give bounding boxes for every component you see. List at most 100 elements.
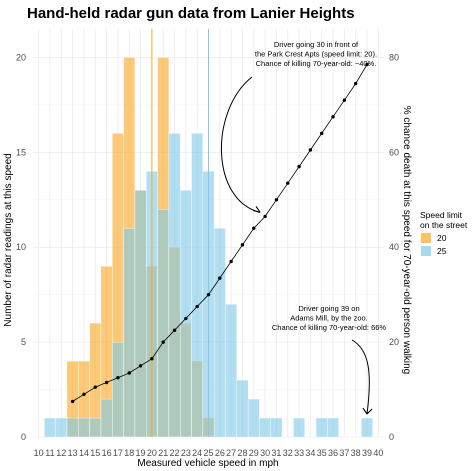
histogram-bar (123, 228, 136, 438)
death-curve-point (82, 392, 86, 397)
y-tick-label-right: 20 (389, 337, 399, 347)
death-curve-point (286, 181, 290, 185)
x-tick-label: 29 (249, 448, 259, 458)
x-tick-label: 26 (215, 448, 225, 458)
histogram-bar (247, 398, 260, 438)
x-tick-label: 14 (79, 448, 89, 458)
histogram-bar (270, 417, 283, 438)
x-tick-label: 10 (34, 448, 44, 458)
death-curve-point (252, 226, 256, 230)
death-curve-point (365, 62, 369, 67)
x-axis-label: Measured vehicle speed in mph (137, 458, 278, 469)
x-tick-label: 20 (147, 448, 157, 458)
histogram-bar (213, 228, 226, 438)
x-tick-label: 39 (362, 448, 372, 458)
x-tick-label: 36 (328, 448, 338, 458)
x-tick-label: 18 (124, 448, 134, 458)
annotation-30mph-text: Driver going 30 in front of (274, 40, 359, 49)
histogram-bar (112, 341, 124, 438)
x-tick-label: 30 (260, 448, 270, 458)
death-curve-point (229, 259, 233, 264)
histogram-bar (66, 417, 79, 438)
chart-title: Hand-held radar gun data from Lanier Hei… (27, 5, 355, 22)
annotation-30mph-arrowhead (252, 206, 261, 213)
histogram-bar (179, 190, 192, 438)
death-curve-point (342, 98, 347, 102)
death-curve-point (297, 164, 301, 169)
y-tick-label-left: 5 (21, 337, 26, 347)
x-tick-label: 32 (283, 448, 293, 458)
x-tick-label: 22 (170, 448, 180, 458)
x-tick-label: 11 (45, 448, 54, 458)
x-tick-label: 13 (68, 448, 78, 458)
y-axis-label-left: Number of radar readings at this speed (3, 153, 14, 326)
histogram-bar (168, 133, 181, 438)
annotation-39mph-arrow (351, 339, 370, 415)
x-tick-label: 40 (373, 448, 383, 458)
annotation-30mph-text: the Park Crest Apts (speed limit: 20). (255, 50, 377, 59)
death-curve-point (116, 375, 120, 380)
death-curve-point (218, 276, 222, 280)
x-tick-label: 24 (192, 448, 202, 458)
death-curve-point (206, 292, 211, 297)
histogram-bar (225, 303, 238, 438)
annotation-39mph-text: Chance of killing 70-year-old: 66% (272, 323, 387, 332)
axes: 10 11 12 13 14 15 16 17 18 19 20 21 22 23 24 25 26 27 28 29… (16, 52, 399, 458)
x-tick-label: 27 (226, 448, 236, 458)
y-tick-label-right: 40 (389, 242, 399, 252)
x-tick-label: 38 (351, 448, 361, 458)
histogram-bar (100, 398, 113, 438)
x-tick-label: 31 (271, 448, 281, 458)
annotation-39mph-arrowhead (362, 407, 373, 415)
legend-key (421, 246, 431, 256)
x-tick-label: 16 (102, 448, 112, 458)
death-curve-point (308, 148, 313, 152)
histogram-bar (236, 379, 249, 438)
y-tick-label-right: 0 (389, 432, 394, 442)
legend-label: 25 (437, 246, 447, 256)
x-tick-label: 12 (56, 448, 66, 458)
histogram-bar (361, 417, 373, 438)
y-axis-label-right: % chance death at this speed for 70-year… (401, 106, 412, 375)
death-curve-point (161, 340, 165, 344)
annotation-30mph-arrow (221, 76, 261, 213)
histogram-bar (78, 417, 90, 438)
y-tick-label-left: 20 (16, 52, 26, 62)
death-curve-point (263, 214, 267, 219)
x-tick-label: 34 (305, 448, 315, 458)
y-tick-label-left: 0 (21, 432, 26, 442)
death-curve-point (172, 328, 177, 332)
x-tick-label: 23 (181, 448, 191, 458)
histogram-bar (89, 417, 102, 438)
death-curve-point (353, 81, 358, 86)
annotation-39mph-text: Adams Mill, by the zoo. (290, 314, 368, 323)
histogram-bar (315, 417, 328, 438)
legend-title-line2: on the street (420, 220, 468, 230)
death-curve-point (127, 371, 131, 375)
y-tick-label-left: 10 (16, 242, 26, 252)
death-curve-point (104, 380, 109, 385)
histogram-bar (259, 417, 271, 438)
legend: Speed limit on the street 20 25 (420, 210, 468, 256)
death-curve (70, 62, 369, 404)
death-curve-point (93, 385, 97, 389)
death-curve-point (150, 357, 154, 361)
death-curve-point (240, 243, 245, 247)
death-curve-point (195, 304, 199, 309)
x-tick-label: 19 (136, 448, 146, 458)
legend-label: 20 (437, 233, 447, 243)
histogram-bar (55, 417, 68, 438)
speed-limit-lines (151, 29, 209, 437)
x-tick-label: 17 (113, 448, 123, 458)
y-tick-label-right: 80 (389, 52, 399, 62)
death-curve-point (70, 399, 75, 404)
death-curve-point (331, 115, 335, 119)
legend-title-line1: Speed limit (420, 210, 463, 220)
x-tick-label: 21 (158, 448, 168, 458)
legend-key (421, 233, 431, 243)
histogram-bar (293, 417, 305, 438)
x-tick-label: 33 (294, 448, 304, 458)
histogram-bar (191, 133, 204, 438)
